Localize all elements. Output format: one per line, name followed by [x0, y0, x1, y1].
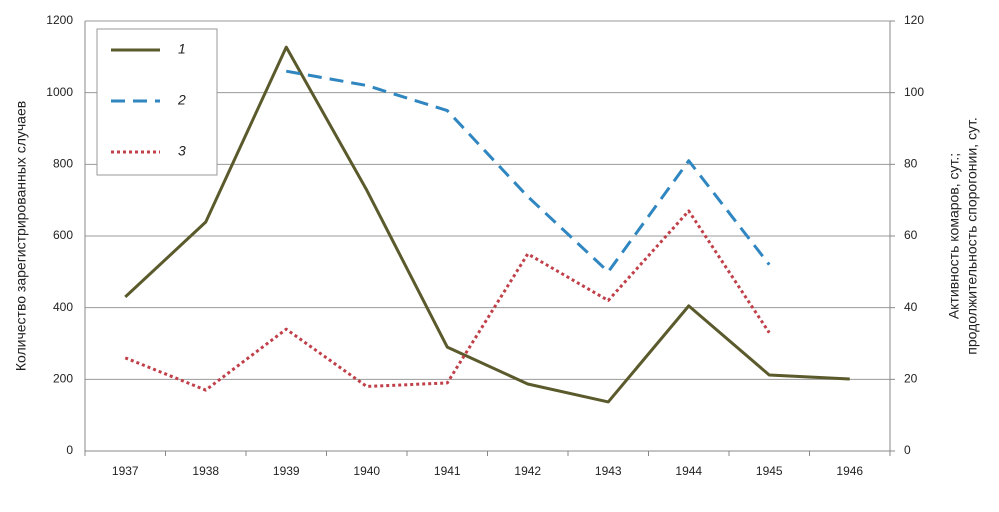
- x-tick-label: 1946: [836, 464, 863, 478]
- y2-axis-label: продолжительность спорогонии, сут.: [964, 117, 980, 354]
- y-tick-label: 600: [53, 228, 73, 242]
- y2-tick-label: 0: [904, 443, 911, 457]
- y2-tick-label: 60: [904, 228, 918, 242]
- y2-axis-label: Активность комаров, сут.;: [946, 153, 962, 319]
- y-tick-label: 200: [53, 372, 73, 386]
- x-tick-label: 1941: [434, 464, 461, 478]
- x-tick-label: 1942: [514, 464, 541, 478]
- y-axis-label: Количество зарегистрированных случаев: [13, 101, 29, 371]
- y2-tick-label: 40: [904, 300, 918, 314]
- y2-tick-label: 20: [904, 372, 918, 386]
- series-line: [124, 209, 771, 392]
- legend-label: 2: [177, 92, 186, 108]
- legend-label: 1: [178, 41, 186, 57]
- x-tick-label: 1943: [595, 464, 622, 478]
- y-tick-label: 0: [66, 443, 73, 457]
- y-tick-label: 800: [53, 157, 73, 171]
- y-tick-label: 400: [53, 300, 73, 314]
- y2-tick-label: 80: [904, 157, 918, 171]
- series-line: [285, 69, 771, 274]
- y2-tick-label: 100: [904, 85, 924, 99]
- x-tick-label: 1939: [273, 464, 300, 478]
- series-line: [124, 45, 850, 404]
- y-tick-label: 1000: [46, 85, 73, 99]
- x-tick-label: 1944: [675, 464, 702, 478]
- x-tick-label: 1938: [192, 464, 219, 478]
- legend-label: 3: [178, 143, 186, 159]
- y2-tick-label: 120: [904, 13, 924, 27]
- y-tick-label: 1200: [46, 13, 73, 27]
- x-tick-label: 1940: [353, 464, 380, 478]
- x-tick-label: 1945: [756, 464, 783, 478]
- x-tick-label: 1937: [112, 464, 139, 478]
